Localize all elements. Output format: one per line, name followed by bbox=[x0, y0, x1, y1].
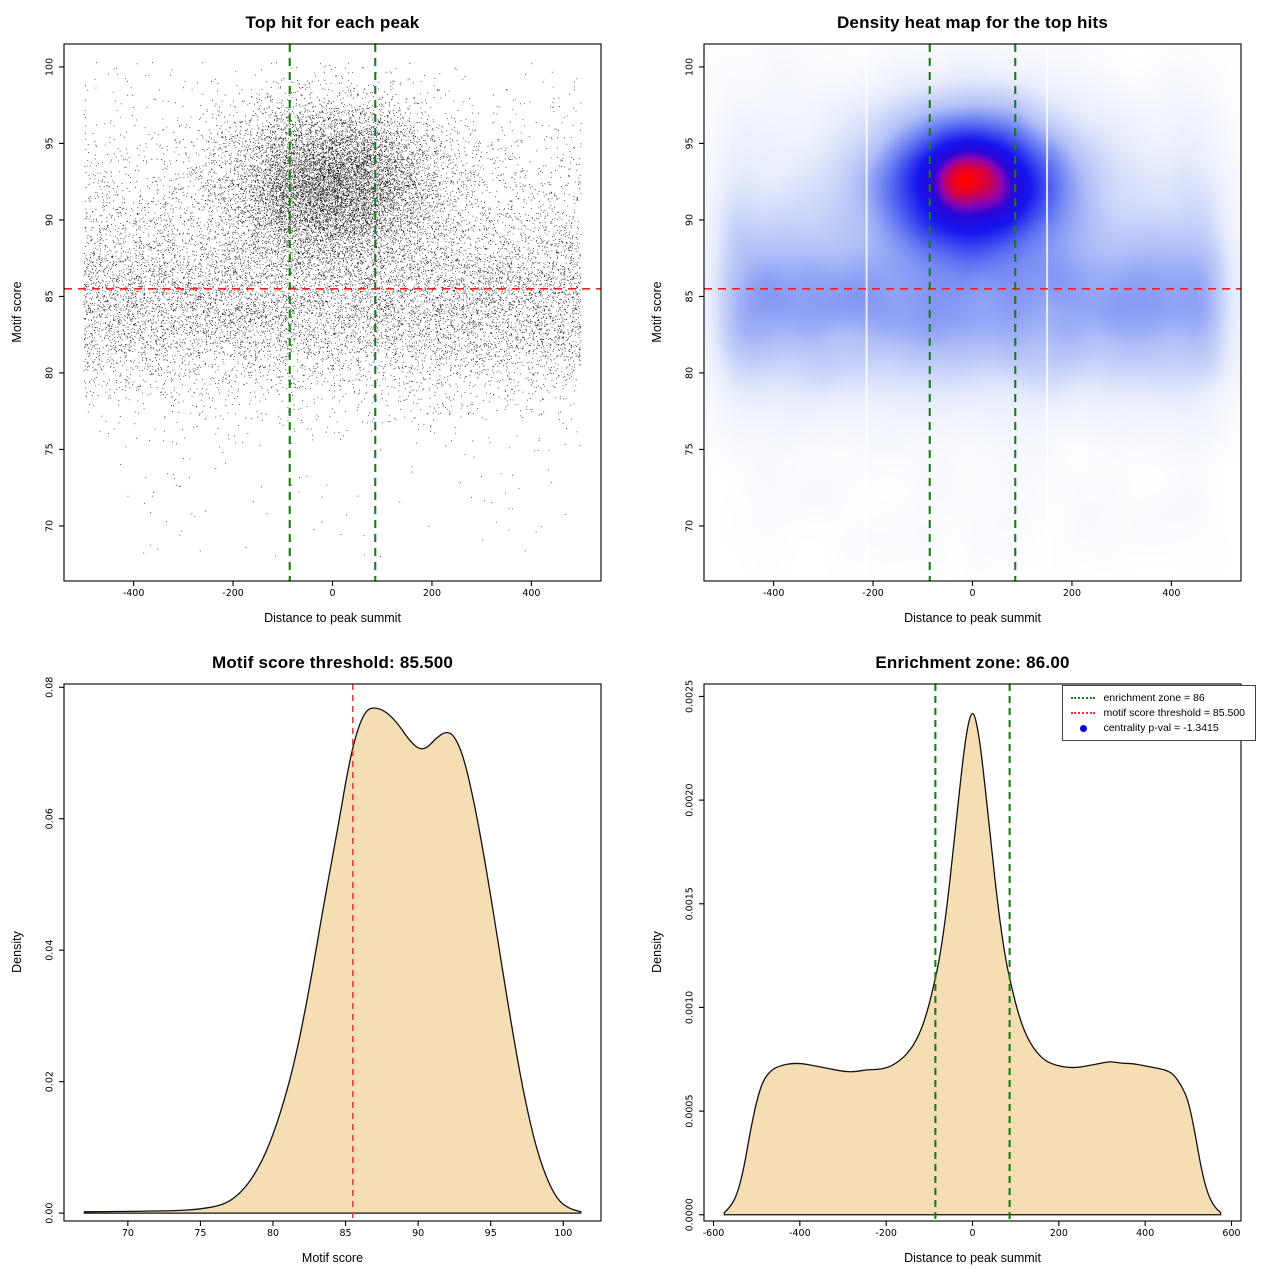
enrichment-zone-line-sample bbox=[1070, 692, 1096, 704]
score-density-y-axis-label: Density bbox=[10, 931, 24, 973]
enrichment-title: Enrichment zone: 86.00 bbox=[875, 653, 1070, 672]
legend-label-score-threshold: motif score threshold = 85.500 bbox=[1103, 707, 1245, 719]
scatter-x-axis-label: Distance to peak summit bbox=[264, 611, 401, 625]
heatmap-canvas bbox=[640, 0, 1280, 640]
score-density-canvas bbox=[0, 640, 640, 1280]
score-threshold-line-sample bbox=[1070, 707, 1096, 719]
legend-item-score-threshold: motif score threshold = 85.500 bbox=[1070, 707, 1245, 719]
panel-density-heatmap: Density heat map for the top hits Motif … bbox=[640, 0, 1280, 640]
heatmap-y-axis-label: Motif score bbox=[650, 281, 664, 343]
legend-item-centrality-pval: centrality p-val = -1.3415 bbox=[1070, 722, 1245, 734]
scatter-canvas bbox=[0, 0, 640, 640]
score-density-x-axis-label: Motif score bbox=[301, 1251, 364, 1265]
distance-density-canvas bbox=[640, 640, 1280, 1280]
panel-motif-score-density: Motif score threshold: 85.500 Density Mo… bbox=[0, 640, 640, 1280]
panel-top-hit-scatter: Top hit for each peak Motif score Distan… bbox=[0, 0, 640, 640]
score-density-title: Motif score threshold: 85.500 bbox=[211, 653, 454, 672]
centrality-pval-point-sample bbox=[1070, 722, 1096, 734]
enrichment-y-axis-label: Density bbox=[650, 931, 664, 973]
legend-label-centrality-pval: centrality p-val = -1.3415 bbox=[1103, 722, 1219, 734]
panel-enrichment-zone: Enrichment zone: 86.00 Density Distance … bbox=[640, 640, 1280, 1280]
legend-item-enrichment-zone: enrichment zone = 86 bbox=[1070, 692, 1245, 704]
legend-label-enrichment-zone: enrichment zone = 86 bbox=[1103, 692, 1205, 704]
scatter-y-axis-label: Motif score bbox=[10, 281, 24, 343]
enrichment-x-axis-label: Distance to peak summit bbox=[904, 1251, 1041, 1265]
heatmap-title: Density heat map for the top hits bbox=[836, 13, 1109, 32]
scatter-title: Top hit for each peak bbox=[245, 13, 420, 32]
heatmap-x-axis-label: Distance to peak summit bbox=[904, 611, 1041, 625]
legend-box: enrichment zone = 86 motif score thresho… bbox=[1062, 685, 1256, 741]
